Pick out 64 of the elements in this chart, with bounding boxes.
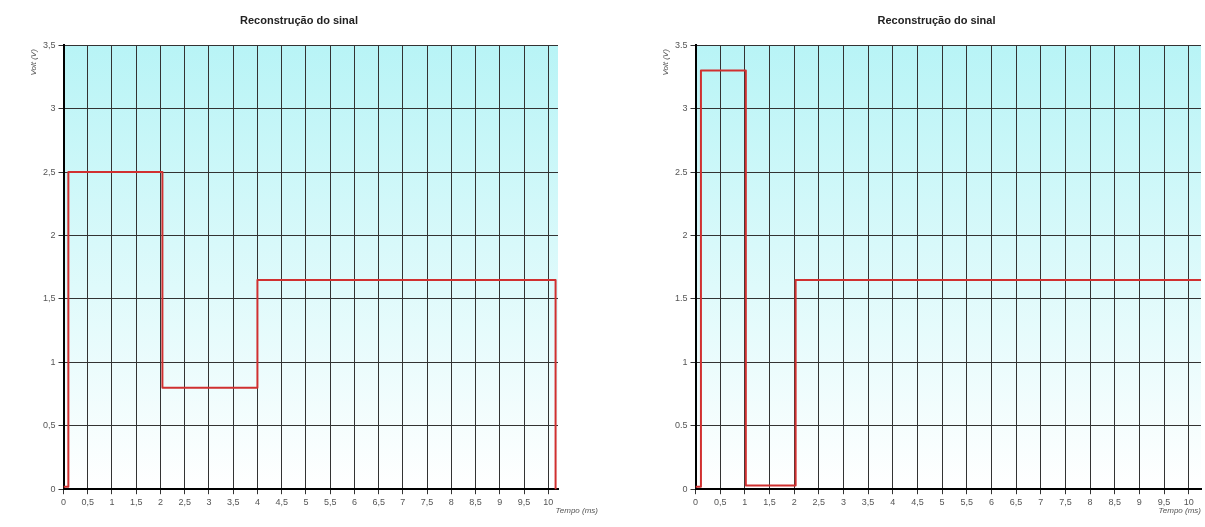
x-tick-label: 2: [157, 497, 163, 508]
x-tick-label: 5: [939, 497, 945, 508]
y-axis-title: Volt (V): [28, 48, 38, 76]
x-tick-label: 10: [1183, 497, 1194, 508]
x-tick-label: 3: [206, 497, 212, 508]
x-tick-label: 9: [497, 497, 503, 508]
y-tick-label: 2,5: [43, 166, 56, 177]
x-tick-label: 7: [1038, 497, 1044, 508]
y-tick-label: 1.5: [675, 293, 688, 304]
x-tick-label: 2,5: [812, 497, 826, 508]
x-tick-label: 7: [400, 497, 406, 508]
x-tick-label: 8,5: [1108, 497, 1121, 508]
x-tick-label: 3: [840, 497, 846, 508]
x-tick-label: 0,5: [81, 497, 95, 508]
chart-title: Reconstrução do sinal: [877, 13, 996, 26]
y-tick-label: 3.5: [675, 39, 688, 50]
x-tick-label: 8: [1087, 497, 1093, 508]
x-tick-label: 5,5: [960, 497, 974, 508]
y-tick-label: 2.5: [675, 166, 688, 177]
x-tick-label: 5,5: [323, 497, 337, 508]
x-tick-label: 6: [988, 497, 994, 508]
x-tick-label: 7,5: [1059, 497, 1072, 508]
x-tick-label: 4,5: [911, 497, 924, 508]
x-tick-label: 4: [890, 497, 896, 508]
y-tick-label: 3: [682, 103, 688, 114]
y-tick-label: 0,5: [43, 420, 56, 431]
x-tick-label: 9,5: [517, 497, 531, 508]
chart-title: Reconstrução do sinal: [240, 13, 358, 26]
x-tick-label: 0,5: [713, 497, 727, 508]
x-tick-label: 6,5: [1009, 497, 1023, 508]
x-tick-label: 4: [254, 497, 260, 508]
x-tick-label: 9,5: [1157, 497, 1171, 508]
x-tick-label: 8,5: [469, 497, 482, 508]
x-tick-label: 10: [543, 497, 554, 508]
y-tick-label: 0.5: [675, 420, 688, 431]
y-tick-label: 3,5: [43, 39, 56, 50]
x-tick-label: 7,5: [420, 497, 434, 508]
y-tick-label: 2: [50, 229, 56, 240]
x-tick-label: 6: [351, 497, 357, 508]
x-tick-label: 1: [742, 497, 748, 508]
x-tick-label: 1,5: [129, 497, 143, 508]
x-tick-label: 9: [1136, 497, 1142, 508]
x-tick-label: 2,5: [178, 497, 191, 508]
y-tick-label: 3: [50, 103, 56, 114]
x-tick-label: 4,5: [275, 497, 288, 508]
x-tick-label: 5: [303, 497, 309, 508]
x-tick-label: 0: [693, 497, 699, 508]
x-tick-label: 6,5: [372, 497, 385, 508]
x-axis-title: Tempo (ms): [555, 506, 599, 516]
x-tick-label: 2: [791, 497, 797, 508]
y-tick-label: 1: [50, 356, 56, 367]
x-tick-label: 3,5: [861, 497, 875, 508]
x-tick-label: 0: [61, 497, 67, 508]
x-tick-label: 8: [448, 497, 454, 508]
y-tick-label: 1,5: [43, 293, 56, 304]
x-axis-title: Tempo (ms): [1158, 506, 1202, 516]
x-tick-label: 1,5: [763, 497, 776, 508]
y-tick-label: 0: [50, 483, 56, 494]
y-tick-label: 2: [682, 229, 688, 240]
x-tick-label: 1: [109, 497, 115, 508]
y-tick-label: 1: [682, 356, 688, 367]
x-tick-label: 3,5: [226, 497, 240, 508]
y-axis-title: Volt (V): [660, 48, 670, 76]
y-tick-label: 0: [682, 483, 688, 494]
